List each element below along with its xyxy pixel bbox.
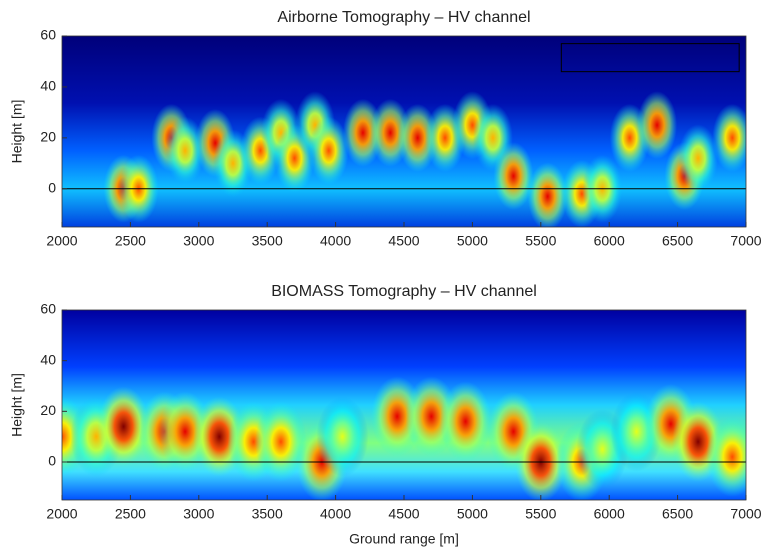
hotspot: [165, 116, 206, 185]
x-tick-label: 4000: [320, 506, 351, 522]
x-tick-label: 5000: [457, 233, 488, 249]
x-tick-label: 4000: [320, 233, 351, 249]
x-tick-label: 4500: [388, 233, 419, 249]
hotspot: [637, 91, 678, 160]
x-tick-label: 5000: [457, 506, 488, 522]
y-tick-label: 0: [48, 453, 56, 469]
x-tick-label: 3500: [252, 233, 283, 249]
hotspot: [678, 124, 719, 193]
x-tick-label: 2000: [46, 506, 77, 522]
hotspot: [97, 386, 150, 467]
hotspot: [514, 422, 567, 500]
x-tick-label: 2000: [46, 233, 77, 249]
x-tick-label: 2500: [115, 233, 146, 249]
x-tick-label: 3500: [252, 506, 283, 522]
x-tick-label: 5500: [525, 506, 556, 522]
y-tick-label: 20: [40, 402, 56, 418]
x-tick-label: 6000: [594, 233, 625, 249]
hotspot: [397, 103, 438, 172]
y-tick-label: 0: [48, 180, 56, 196]
hotspot: [316, 396, 369, 477]
x-tick-label: 6500: [662, 506, 693, 522]
hotspot: [493, 142, 534, 211]
hotspot: [706, 416, 746, 497]
x-tick-label: 5500: [525, 233, 556, 249]
x-tick-label: 7000: [730, 233, 761, 249]
x-tick-label: 6500: [662, 233, 693, 249]
heatmap: [103, 91, 746, 227]
y-tick-label: 40: [40, 351, 56, 367]
hotspot: [439, 381, 492, 462]
x-tick-label: 3000: [183, 233, 214, 249]
x-tick-label: 7000: [730, 506, 761, 522]
y-tick-label: 40: [40, 78, 56, 94]
x-tick-label: 4500: [388, 506, 419, 522]
y-axis-label: Height [m]: [9, 100, 25, 164]
heatmap: [62, 376, 746, 500]
hotspot: [308, 116, 349, 185]
y-tick-label: 20: [40, 129, 56, 145]
x-tick-label: 2500: [115, 506, 146, 522]
hotspot: [527, 162, 568, 227]
x-tick-label: 6000: [594, 506, 625, 522]
chart-title: BIOMASS Tomography – HV channel: [271, 283, 537, 300]
hotspot: [712, 103, 746, 172]
chart-title: Airborne Tomography – HV channel: [277, 9, 530, 26]
y-axis-label: Height [m]: [9, 373, 25, 437]
hotspot: [342, 98, 383, 167]
y-tick-label: 60: [40, 301, 56, 317]
highlight-box: [560, 43, 740, 73]
x-tick-label: 3000: [183, 506, 214, 522]
x-axis-label: Ground range [m]: [349, 531, 459, 547]
y-tick-label: 60: [40, 27, 56, 43]
